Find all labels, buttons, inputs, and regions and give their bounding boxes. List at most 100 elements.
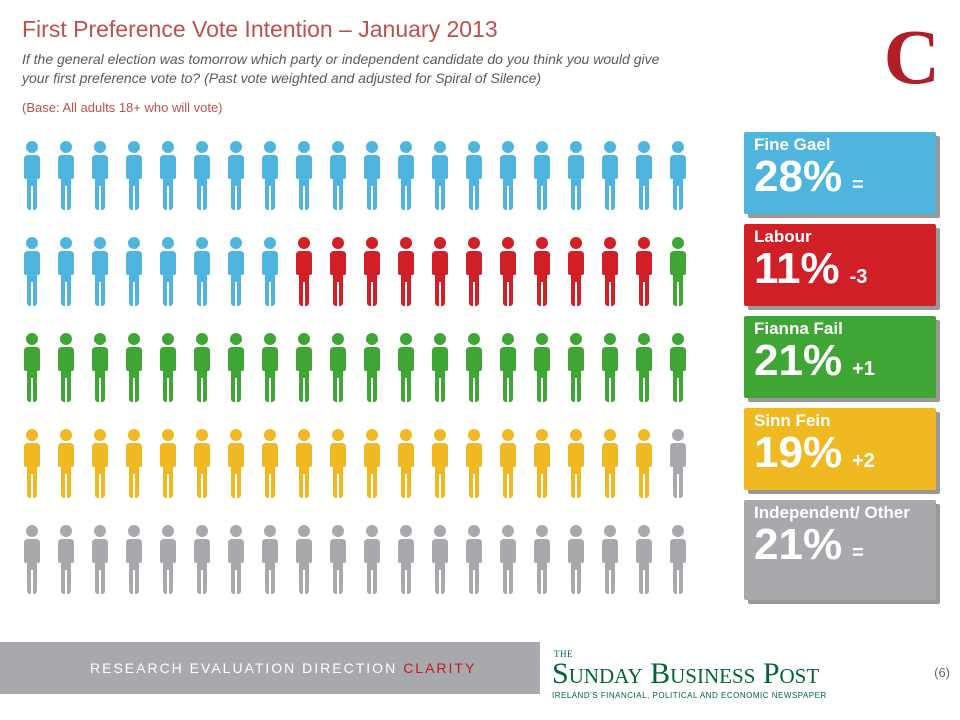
person-icon — [668, 236, 688, 308]
party-box: Independent/ Other 21% = — [744, 500, 936, 600]
party-boxes: Fine Gael 28% = Labour 11% -3 Fianna Fai… — [744, 132, 936, 610]
person-icon — [532, 236, 552, 308]
person-icon — [430, 332, 450, 404]
person-icon — [498, 236, 518, 308]
person-icon — [430, 428, 450, 500]
person-icon — [430, 524, 450, 596]
person-icon — [22, 332, 42, 404]
party-percent: 28% — [754, 155, 842, 199]
person-icon — [668, 524, 688, 596]
person-icon — [260, 332, 280, 404]
person-icon — [464, 140, 484, 212]
footer-clarity: CLARITY — [403, 660, 476, 676]
person-icon — [22, 428, 42, 500]
person-icon — [328, 428, 348, 500]
person-icon — [158, 236, 178, 308]
pictogram-row — [22, 516, 722, 596]
survey-question: If the general election was tomorrow whi… — [22, 50, 662, 88]
person-icon — [498, 524, 518, 596]
person-icon — [158, 428, 178, 500]
person-icon — [226, 236, 246, 308]
person-icon — [600, 524, 620, 596]
person-icon — [124, 428, 144, 500]
pictogram-chart — [22, 132, 722, 612]
person-icon — [396, 140, 416, 212]
person-icon — [226, 524, 246, 596]
person-icon — [634, 524, 654, 596]
person-icon — [634, 332, 654, 404]
person-icon — [600, 428, 620, 500]
party-delta: = — [852, 174, 864, 197]
person-icon — [600, 140, 620, 212]
person-icon — [192, 236, 212, 308]
person-icon — [328, 236, 348, 308]
person-icon — [124, 524, 144, 596]
sbp-title: Sunday Business Post — [552, 659, 912, 689]
party-box: Labour 11% -3 — [744, 224, 936, 306]
party-box: Sinn Fein 19% +2 — [744, 408, 936, 490]
party-percent: 19% — [754, 431, 842, 475]
base-note: (Base: All adults 18+ who will vote) — [22, 100, 223, 115]
party-percent: 21% — [754, 339, 842, 383]
newspaper-logo: THE Sunday Business Post IRELAND'S FINAN… — [552, 649, 912, 700]
person-icon — [56, 332, 76, 404]
person-icon — [328, 524, 348, 596]
sbp-subtitle: IRELAND'S FINANCIAL, POLITICAL AND ECONO… — [552, 691, 912, 700]
person-icon — [124, 236, 144, 308]
person-icon — [566, 524, 586, 596]
person-icon — [260, 236, 280, 308]
party-delta: +2 — [852, 450, 875, 473]
person-icon — [90, 236, 110, 308]
pictogram-row — [22, 228, 722, 308]
person-icon — [396, 332, 416, 404]
person-icon — [464, 236, 484, 308]
person-icon — [532, 140, 552, 212]
person-icon — [566, 236, 586, 308]
person-icon — [634, 236, 654, 308]
person-icon — [566, 140, 586, 212]
person-icon — [396, 524, 416, 596]
person-icon — [158, 524, 178, 596]
party-delta: +1 — [852, 358, 875, 381]
party-box: Fine Gael 28% = — [744, 132, 936, 214]
person-icon — [498, 332, 518, 404]
person-icon — [56, 524, 76, 596]
pictogram-row — [22, 132, 722, 212]
person-icon — [192, 524, 212, 596]
person-icon — [56, 140, 76, 212]
person-icon — [464, 332, 484, 404]
person-icon — [294, 524, 314, 596]
person-icon — [362, 140, 382, 212]
person-icon — [532, 524, 552, 596]
person-icon — [328, 332, 348, 404]
party-percent: 11% — [754, 247, 840, 291]
person-icon — [328, 140, 348, 212]
person-icon — [294, 236, 314, 308]
person-icon — [430, 140, 450, 212]
person-icon — [396, 428, 416, 500]
person-icon — [362, 332, 382, 404]
person-icon — [668, 332, 688, 404]
person-icon — [90, 332, 110, 404]
footer-brand-bar: RESEARCH EVALUATION DIRECTION CLARITY — [0, 642, 540, 694]
person-icon — [226, 140, 246, 212]
party-delta: = — [852, 542, 864, 565]
person-icon — [362, 428, 382, 500]
person-icon — [532, 332, 552, 404]
person-icon — [56, 428, 76, 500]
person-icon — [90, 524, 110, 596]
footer-tagline: RESEARCH EVALUATION DIRECTION — [90, 660, 397, 676]
pictogram-row — [22, 420, 722, 500]
person-icon — [498, 140, 518, 212]
page-title: First Preference Vote Intention – Januar… — [22, 16, 498, 43]
party-percent: 21% — [754, 523, 842, 567]
person-icon — [22, 236, 42, 308]
person-icon — [668, 140, 688, 212]
person-icon — [192, 428, 212, 500]
person-icon — [464, 428, 484, 500]
person-icon — [362, 236, 382, 308]
person-icon — [464, 524, 484, 596]
party-box: Fianna Fail 21% +1 — [744, 316, 936, 398]
person-icon — [56, 236, 76, 308]
person-icon — [668, 428, 688, 500]
